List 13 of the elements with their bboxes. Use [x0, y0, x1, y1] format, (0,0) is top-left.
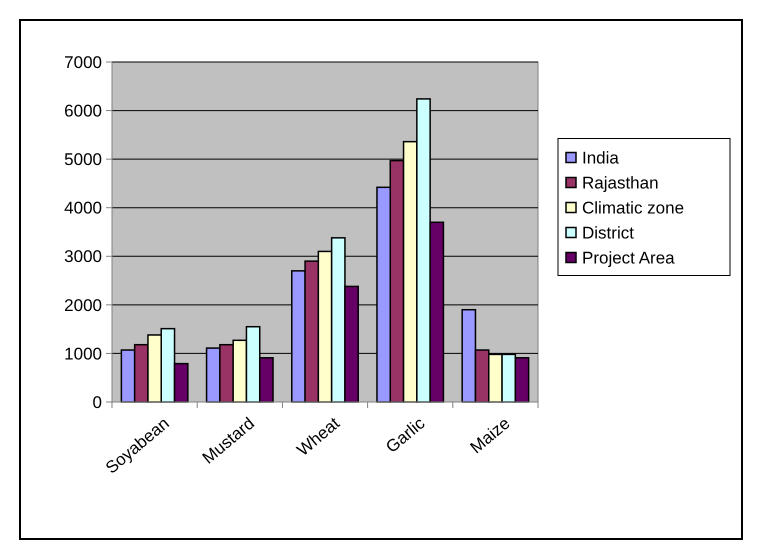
legend-label: Climatic zone	[582, 198, 684, 218]
y-tick-label: 5000	[64, 150, 102, 170]
legend-label: India	[582, 148, 620, 168]
y-tick-label: 2000	[64, 296, 102, 315]
y-tick-label: 7000	[64, 52, 102, 72]
y-tick-label: 6000	[64, 102, 102, 121]
legend-label: Project Area	[582, 248, 676, 268]
y-tick-label: 1000	[64, 344, 102, 364]
legend-label: District	[582, 223, 634, 242]
y-tick-label: 4000	[64, 198, 102, 218]
y-tick-label: 0	[92, 392, 102, 412]
y-tick-label: 3000	[64, 247, 102, 266]
legend-label: Rajasthan	[582, 173, 659, 192]
